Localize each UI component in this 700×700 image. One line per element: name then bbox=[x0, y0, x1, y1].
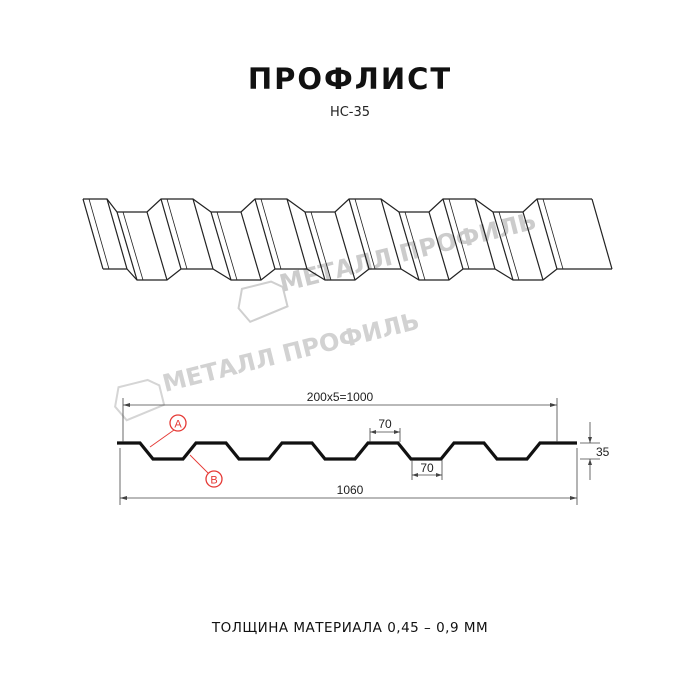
sheet-fold-line bbox=[398, 211, 420, 281]
model-label: НС-35 bbox=[329, 105, 371, 120]
watermark-text: МЕТАЛЛ ПРОФИЛЬ bbox=[160, 307, 423, 398]
sheet-fold-line bbox=[522, 211, 544, 281]
sheet-fold-line bbox=[591, 198, 613, 270]
watermark-text: МЕТАЛЛ ПРОФИЛЬ bbox=[277, 207, 540, 298]
sheet-rib-line bbox=[88, 198, 110, 270]
sheet-rib-line bbox=[166, 198, 188, 270]
sheet-bottom-edge bbox=[103, 268, 612, 281]
dim-height: 35 bbox=[596, 445, 610, 459]
sheet-fold-line bbox=[474, 198, 496, 270]
sheet-top-edge bbox=[83, 198, 592, 213]
sheet-rib-line bbox=[216, 211, 238, 281]
sheet-fold-line bbox=[82, 198, 104, 270]
sheet-fold-line bbox=[160, 198, 182, 270]
sheet-fold-line bbox=[380, 198, 402, 270]
sheet-rib-line bbox=[404, 211, 426, 281]
sheet-fold-line bbox=[254, 198, 276, 270]
sheet-fold-line bbox=[146, 211, 168, 281]
dimension-lines bbox=[119, 398, 600, 505]
sheet-fold-line bbox=[116, 211, 138, 281]
sheet-fold-line bbox=[240, 211, 262, 281]
sheet-3d-view bbox=[82, 198, 613, 281]
dim-full-width: 1060 bbox=[337, 483, 364, 497]
sheet-rib-line bbox=[354, 198, 376, 270]
dim-top-width: 70 bbox=[378, 417, 392, 431]
sheet-fold-line bbox=[428, 211, 450, 281]
profile-section bbox=[117, 441, 577, 461]
dimension-arrows bbox=[120, 403, 592, 500]
sheet-fold-line bbox=[304, 211, 326, 281]
sheet-fold-line bbox=[192, 198, 214, 270]
sheet-rib-line bbox=[310, 211, 332, 281]
sheet-fold-line bbox=[210, 211, 232, 281]
sheet-rib-line bbox=[122, 211, 144, 281]
sheet-rib-line bbox=[498, 211, 520, 281]
sheet-fold-line bbox=[492, 211, 514, 281]
sheet-fold-line bbox=[536, 198, 558, 270]
watermark-logo bbox=[237, 280, 289, 324]
marker-a: A bbox=[149, 414, 187, 448]
sheet-fold-line bbox=[334, 211, 356, 281]
profile-line bbox=[117, 441, 577, 461]
sheet-fold-line bbox=[348, 198, 370, 270]
sheet-rib-line bbox=[260, 198, 282, 270]
page-title: ПРОФЛИСТ bbox=[247, 62, 453, 96]
sheet-rib-line bbox=[542, 198, 564, 270]
sheet-rib-line bbox=[448, 198, 470, 270]
svg-text:A: A bbox=[174, 419, 182, 431]
marker-b: B bbox=[189, 454, 223, 488]
sheet-fold-line bbox=[286, 198, 308, 270]
sheet-fold-line bbox=[106, 198, 128, 270]
dim-pitch-total: 200x5=1000 bbox=[307, 390, 374, 404]
svg-text:B: B bbox=[210, 475, 217, 487]
material-thickness: ТОЛЩИНА МАТЕРИАЛА 0,45 – 0,9 ММ bbox=[211, 620, 489, 636]
sheet-fold-line bbox=[442, 198, 464, 270]
watermark-logo bbox=[114, 378, 166, 422]
dim-bottom-width: 70 bbox=[420, 461, 434, 475]
